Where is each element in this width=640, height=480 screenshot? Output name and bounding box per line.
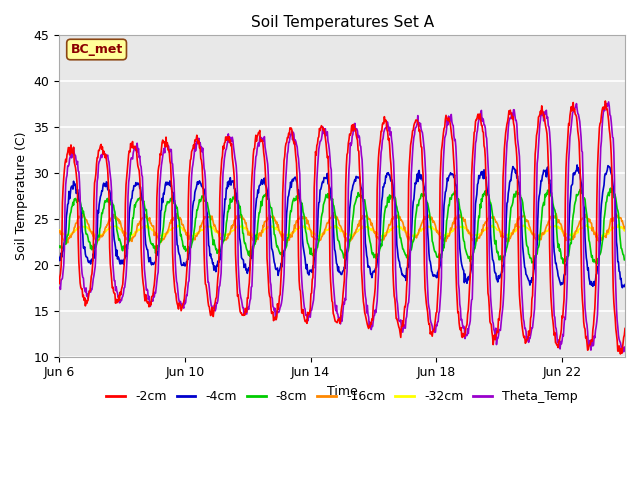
Y-axis label: Soil Temperature (C): Soil Temperature (C) xyxy=(15,132,28,260)
Legend: -2cm, -4cm, -8cm, -16cm, -32cm, Theta_Temp: -2cm, -4cm, -8cm, -16cm, -32cm, Theta_Te… xyxy=(101,385,583,408)
Title: Soil Temperatures Set A: Soil Temperatures Set A xyxy=(250,15,434,30)
X-axis label: Time: Time xyxy=(326,385,358,398)
Text: BC_met: BC_met xyxy=(70,43,123,56)
